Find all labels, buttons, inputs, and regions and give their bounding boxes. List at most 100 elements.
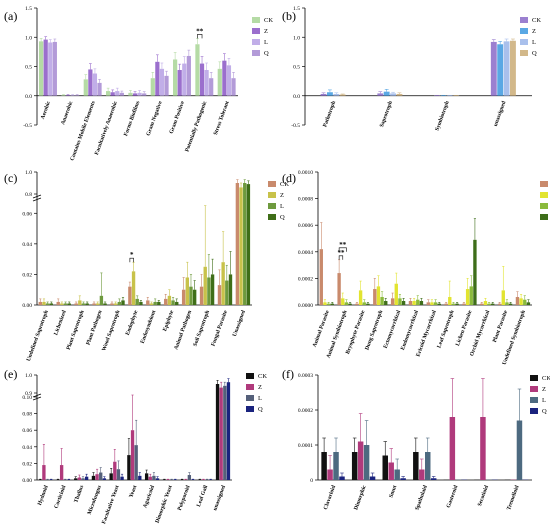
bar [400,478,406,480]
x-tick-label: Tremelloid [506,484,521,511]
x-tick-label: Gram Positive [169,100,187,135]
bar [131,271,136,305]
legend-swatch [530,397,538,403]
panel-a: (a) -0.5 0.0 0.5 1.0 1.5 Aerobic AnaerobicConta… [4,6,273,162]
bar [487,303,491,305]
bar [425,452,431,480]
x-tick-label: Epiphyte [162,309,175,332]
x-tick-label: Leaf Gall [196,484,209,508]
bar [75,95,80,96]
x-tick-label: Lichenized [53,309,68,336]
bar [239,187,243,305]
legend-swatch [520,17,528,23]
y-tick-label: 0.0000 [298,303,313,309]
bar [103,303,107,305]
bar [153,301,157,305]
bar [235,183,240,305]
legend-swatch [520,50,528,56]
bar [394,469,400,480]
legend-swatch [268,181,276,187]
significance-bracket [338,247,347,252]
bar [74,303,78,305]
x-tick-label: Ectomycorrhizal [383,309,402,349]
bar [519,298,523,305]
legend-label: L [532,39,536,46]
bar [92,303,96,305]
y-tick-label: 0.0 [25,94,32,100]
bar [226,382,231,480]
bar [319,249,323,305]
bar [92,73,98,96]
bar [78,300,82,305]
legend-swatch [252,17,260,23]
bar [228,274,233,305]
x-tick-label: Wood Saprotroph [101,309,122,352]
bar [128,92,133,96]
x-tick-label: Hydnoid [37,484,50,506]
bar [451,303,456,305]
bar [139,301,143,305]
legend-label: L [258,395,262,402]
bar [63,303,68,305]
bar [116,469,121,480]
x-tick-label: Animal Pathogen [173,309,193,351]
y-tick-label: -0.5 [291,123,300,129]
y-tick-label: 0.0006 [298,223,313,229]
y-tick-label: 0.0002 [298,408,313,414]
bar [217,68,222,96]
panel-label: (e) [4,367,17,381]
bar [491,303,495,305]
bar [150,78,155,96]
bar [83,79,88,96]
bar [142,93,147,96]
legend-swatch [268,214,276,220]
x-tick-label: Dimorphic [353,484,368,511]
bar [380,297,384,305]
bar [394,283,398,305]
legend-swatch [540,203,548,209]
legend-swatch [520,28,528,34]
bar [483,301,488,305]
bar [137,92,142,96]
bar [186,55,191,96]
bar [203,266,207,305]
x-tick-label: Gram Negative [146,100,164,137]
y-tick-label: 0.5 [293,65,300,71]
bar [164,75,169,96]
x-tick-label: Secotioid [477,484,490,507]
bar [91,475,96,480]
bar [348,303,352,305]
legend-label: CK [532,17,541,24]
panel-label: (a) [4,9,17,23]
bar [455,303,459,305]
bar [155,61,160,96]
x-tick-label: Corticioid [54,484,68,510]
bar [526,302,531,305]
bar [177,70,182,96]
bar [448,297,452,305]
panel-d: (d) 0.0000 0.0002 0.0004 0.0006 0.0008 0.0010 A… [282,170,548,366]
bar [49,303,54,305]
x-tick-label: Agaricoid [142,484,156,509]
bar [497,303,502,305]
x-tick-label: Saprotroph [379,100,394,129]
y-tick-label: 1.5 [293,6,300,12]
x-tick-label: Contains Mobile Elements [69,100,96,162]
bar [426,302,430,305]
legend-swatch [246,373,254,379]
significance-label: ** [337,249,345,257]
bar [413,452,419,480]
bar [341,298,345,305]
x-tick-label: Animal Parasite [312,309,331,348]
y-tick-label: 1.0 [25,373,32,379]
bar [433,302,438,305]
axis-break-mark [32,194,42,199]
bar [43,39,48,96]
x-tick-label: Clavarioid [323,484,338,511]
bar [164,298,168,305]
legend-label: Q [280,214,285,221]
legend-label: Z [258,384,262,391]
panel-c: (c) 0.00 0.02 0.04 0.06 0.8 1.0 Undefined Sapro… [4,170,289,362]
bar [146,300,150,305]
panel-b: (b) -0.5 0.0 0.5 1.0 1.5 Pathotroph Saprotroph S… [282,6,541,132]
